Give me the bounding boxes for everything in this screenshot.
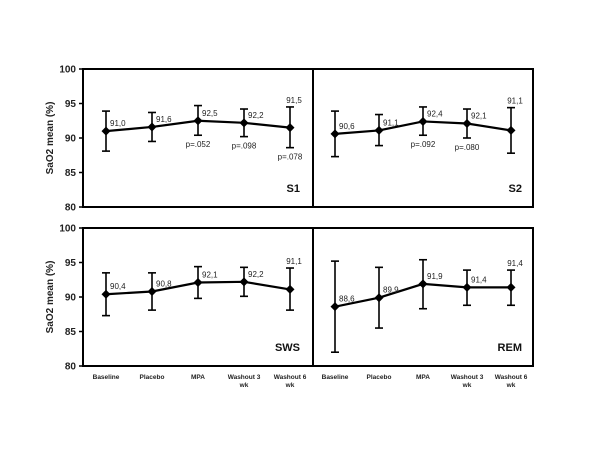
y-tick-label: 95 [65, 258, 77, 269]
data-label: 91,5 [286, 96, 302, 105]
x-tick-label: MPA [416, 374, 430, 381]
data-label: 92,5 [202, 109, 218, 118]
data-point [285, 123, 295, 133]
data-point [147, 286, 157, 296]
y-tick-label: 90 [65, 293, 77, 304]
y-tick-label: 80 [65, 203, 77, 214]
data-point [147, 122, 157, 132]
data-point [418, 279, 428, 289]
x-tick-label: Placebo [367, 374, 392, 381]
data-label: 91,4 [507, 259, 523, 268]
p-value-annotation: p=.098 [232, 142, 257, 151]
y-tick-label: 80 [65, 362, 77, 373]
y-tick-label: 100 [59, 224, 76, 235]
y-tick-label: 95 [65, 99, 77, 110]
x-tick-label: Baseline [93, 374, 120, 381]
p-value-annotation: p=.080 [455, 143, 480, 152]
x-tick-label: Washout 3 wk [228, 374, 261, 389]
x-tick-label: Baseline [322, 374, 349, 381]
data-label: 91,9 [427, 272, 443, 281]
data-label: 90,8 [156, 279, 172, 288]
data-point [462, 282, 472, 292]
y-tick-label: 100 [59, 65, 76, 76]
data-point [101, 289, 111, 299]
p-value-annotation: p=.052 [186, 140, 211, 149]
data-point [193, 278, 203, 288]
plot-frame-rem [312, 227, 534, 367]
data-label: 92,2 [248, 111, 264, 120]
data-label: 91,1 [383, 118, 399, 127]
data-point [330, 129, 340, 139]
data-label: 88,6 [339, 295, 355, 304]
data-point [239, 118, 249, 128]
data-point [285, 284, 295, 294]
data-label: 91,1 [507, 97, 523, 106]
panel-label: SWS [275, 342, 300, 354]
x-tick-label: Washout 3 wk [451, 374, 484, 389]
panel-label: S1 [287, 183, 300, 195]
panel-label: S2 [509, 183, 522, 195]
y-tick-label: 85 [65, 168, 77, 179]
x-tick-label: Placebo [140, 374, 165, 381]
plot-frame-s1 [82, 68, 314, 208]
data-point [418, 116, 428, 126]
data-label: 91,4 [471, 275, 487, 284]
data-label: 91,0 [110, 119, 126, 128]
data-point [462, 119, 472, 129]
p-value-annotation: p=.092 [411, 140, 436, 149]
panel-label: REM [498, 342, 522, 354]
data-point [101, 126, 111, 136]
data-point [374, 293, 384, 303]
data-label: 89,9 [383, 286, 399, 295]
data-point [506, 282, 516, 292]
data-label: 90,4 [110, 282, 126, 291]
p-value-annotation: p=.078 [278, 153, 303, 162]
y-axis-label: SaO2 mean (%) [45, 102, 56, 175]
data-label: 92,1 [202, 271, 218, 280]
data-label: 91,6 [156, 115, 172, 124]
data-label: 92,2 [248, 270, 264, 279]
data-label: 90,6 [339, 122, 355, 131]
data-label: 92,1 [471, 112, 487, 121]
x-tick-label: MPA [191, 374, 205, 381]
data-point [239, 277, 249, 287]
y-tick-label: 90 [65, 134, 77, 145]
data-point [193, 116, 203, 126]
data-point [330, 302, 340, 312]
data-point [374, 125, 384, 135]
y-tick-label: 85 [65, 327, 77, 338]
y-axis-label: SaO2 mean (%) [45, 261, 56, 334]
data-point [506, 125, 516, 135]
x-tick-label: Washout 6 wk [274, 374, 307, 389]
data-label: 92,4 [427, 109, 443, 118]
x-tick-label: Washout 6 wk [495, 374, 528, 389]
plot-frame-s2 [312, 68, 534, 208]
data-label: 91,1 [286, 257, 302, 266]
